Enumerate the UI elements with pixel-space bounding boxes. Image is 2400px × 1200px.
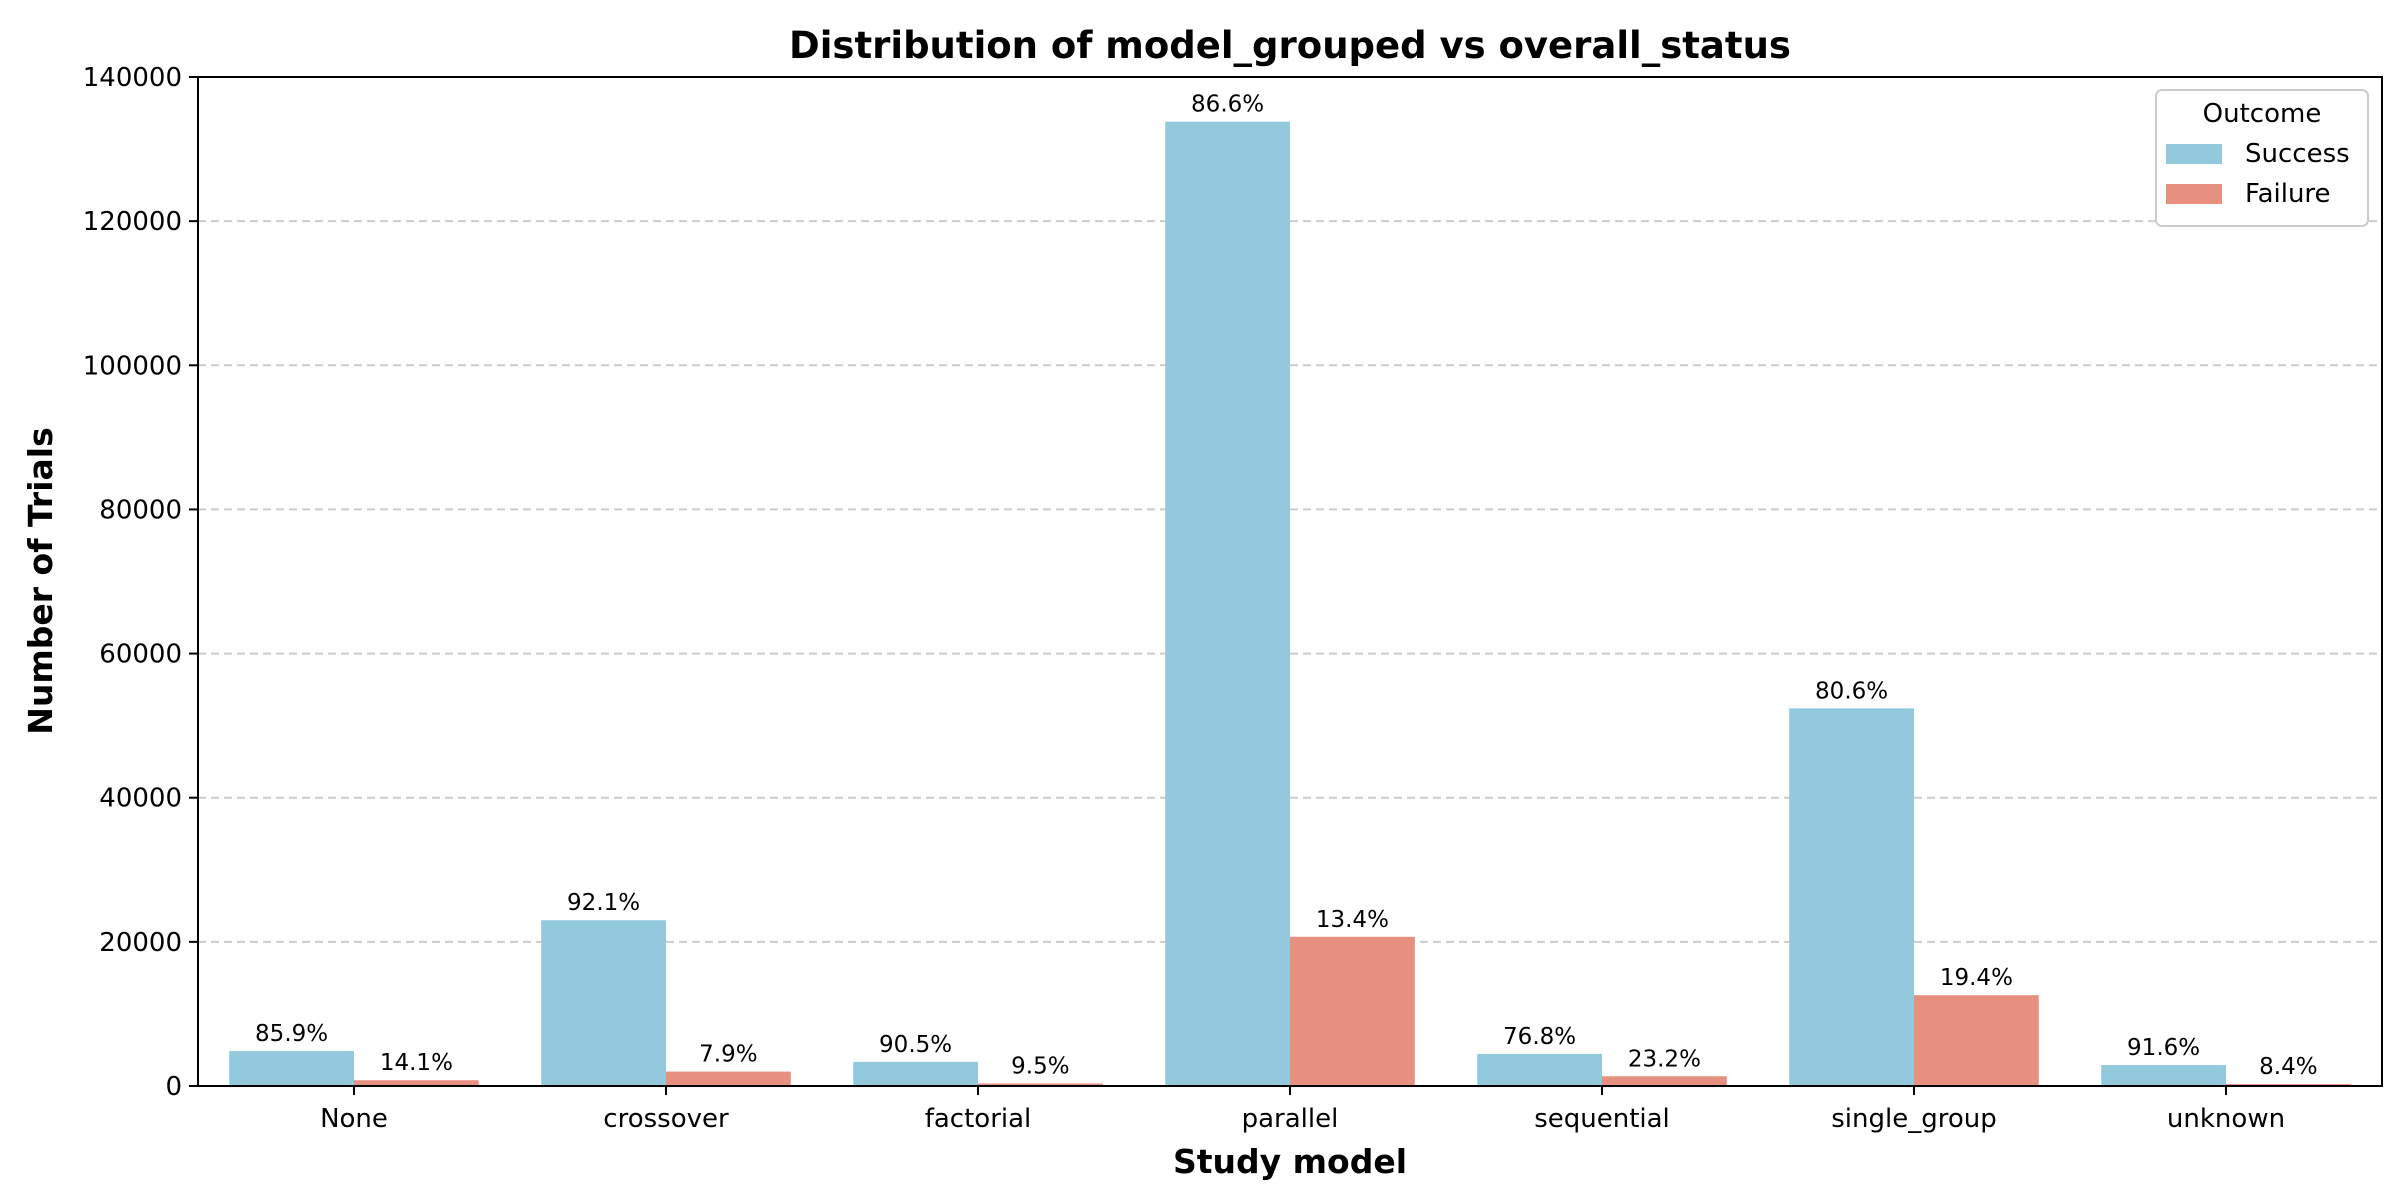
bar-success-none xyxy=(229,1051,354,1086)
x-tick-label: single_group xyxy=(1831,1104,1996,1134)
x-tick-label: None xyxy=(320,1104,388,1134)
x-tick-label: factorial xyxy=(925,1104,1032,1134)
bar-value-label: 85.9% xyxy=(255,1021,328,1047)
legend-title: Outcome xyxy=(2203,99,2322,129)
bar-value-label: 91.6% xyxy=(2127,1035,2200,1061)
bar-labels-layer: 85.9% 14.1% 92.1% 7.9% 90.5% 9.5% 86.6% 13.4% 76… xyxy=(255,92,2318,1080)
y-tick-label: 120000 xyxy=(83,207,182,237)
x-axis-label: Study model xyxy=(1173,1142,1407,1181)
bar-value-label: 86.6% xyxy=(1191,92,1264,118)
y-tick-label: 0 xyxy=(165,1072,182,1102)
x-tick-label: crossover xyxy=(603,1104,729,1134)
y-tick-label: 140000 xyxy=(83,63,182,93)
bar-success-single_group xyxy=(1789,708,1914,1086)
legend: Outcome Success Failure xyxy=(2155,89,2369,227)
chart-title: Distribution of model_grouped vs overall… xyxy=(789,24,1791,67)
y-tick-label: 20000 xyxy=(99,928,182,958)
bar-failure-crossover xyxy=(666,1071,791,1086)
bar-value-label: 90.5% xyxy=(879,1032,952,1058)
bar-failure-sequential xyxy=(1602,1076,1727,1086)
bar-success-crossover xyxy=(541,920,666,1086)
x-tick-label: unknown xyxy=(2167,1104,2285,1134)
bar-value-label: 19.4% xyxy=(1940,965,2013,991)
legend-swatch-success xyxy=(2166,144,2222,164)
x-axis: None crossover factorial parallel sequential… xyxy=(320,1086,2285,1134)
y-tick-label: 100000 xyxy=(83,351,182,381)
y-tick-label: 40000 xyxy=(99,784,182,814)
bar-value-label: 92.1% xyxy=(567,890,640,916)
bar-failure-none xyxy=(354,1080,479,1086)
bar-failure-factorial xyxy=(978,1083,1103,1086)
legend-swatch-failure xyxy=(2166,184,2222,204)
y-axis: 0 20000 40000 60000 80000 100000 120000 140000 xyxy=(83,63,198,1102)
bar-failure-parallel xyxy=(1290,936,1415,1086)
legend-label-failure: Failure xyxy=(2245,179,2331,209)
y-tick-label: 80000 xyxy=(99,495,182,525)
bar-value-label: 76.8% xyxy=(1503,1024,1576,1050)
y-axis-label: Number of Trials xyxy=(21,427,60,734)
x-tick-label: parallel xyxy=(1242,1104,1339,1134)
bars-layer xyxy=(229,121,2351,1087)
bar-value-label: 80.6% xyxy=(1815,678,1888,704)
bar-value-label: 7.9% xyxy=(699,1042,757,1068)
bar-value-label: 8.4% xyxy=(2259,1054,2317,1080)
bar-success-unknown xyxy=(2101,1065,2226,1086)
bar-value-label: 14.1% xyxy=(380,1050,453,1076)
bar-success-sequential xyxy=(1477,1053,1602,1086)
bar-failure-single_group xyxy=(1914,995,2039,1086)
bar-success-factorial xyxy=(853,1061,978,1086)
y-tick-label: 60000 xyxy=(99,640,182,670)
legend-items: Success Failure xyxy=(2166,139,2350,209)
bar-value-label: 9.5% xyxy=(1011,1053,1069,1079)
x-tick-label: sequential xyxy=(1534,1104,1670,1134)
bar-success-parallel xyxy=(1165,121,1290,1087)
bar-value-label: 13.4% xyxy=(1316,907,1389,933)
bar-value-label: 23.2% xyxy=(1628,1046,1701,1072)
legend-label-success: Success xyxy=(2245,139,2350,169)
